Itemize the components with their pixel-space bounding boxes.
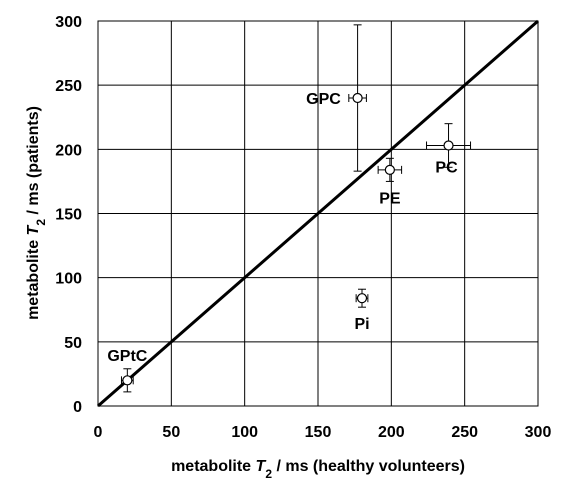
y-axis-title: metabolite T2 / ms (patients) bbox=[25, 106, 48, 320]
point-label: Pi bbox=[354, 316, 369, 333]
data-point-pc: PC bbox=[426, 123, 472, 176]
data-point-gpc: GPC bbox=[306, 24, 367, 172]
x-tick-label: 250 bbox=[451, 424, 478, 441]
y-tick-label: 300 bbox=[55, 14, 82, 31]
point-marker bbox=[352, 92, 363, 104]
x-tick-label: 0 bbox=[94, 424, 103, 441]
y-axis-title-symbol: T bbox=[25, 224, 42, 235]
x-axis-title-subscript: 2 bbox=[265, 467, 272, 481]
point-label: GPC bbox=[306, 91, 341, 108]
y-axis-title-suffix: / ms (patients) bbox=[25, 106, 42, 219]
x-tick-label: 300 bbox=[525, 424, 552, 441]
point-marker bbox=[443, 140, 454, 151]
plot-frame bbox=[97, 20, 539, 407]
data-point-pe: PE bbox=[377, 157, 403, 207]
x-axis-title: metabolite T2 / ms (healthy volunteers) bbox=[171, 458, 465, 481]
y-axis-title-prefix: metabolite bbox=[25, 235, 42, 319]
x-axis-title-prefix: metabolite bbox=[171, 458, 255, 475]
x-tick-label: 200 bbox=[378, 424, 405, 441]
point-label: PE bbox=[379, 190, 401, 207]
y-axis-title-subscript: 2 bbox=[34, 219, 48, 226]
x-tick-labels: 0 50 100 150 200 250 300 bbox=[94, 424, 552, 441]
y-tick-label: 50 bbox=[64, 335, 82, 352]
x-tick-label: 50 bbox=[162, 424, 180, 441]
x-axis-title-suffix: / ms (healthy volunteers) bbox=[272, 458, 465, 475]
y-tick-label: 150 bbox=[55, 207, 82, 224]
point-marker bbox=[122, 375, 133, 386]
y-tick-label: 100 bbox=[55, 271, 82, 288]
y-tick-labels: 0 50 100 150 200 250 300 bbox=[55, 14, 82, 416]
point-marker bbox=[356, 293, 368, 304]
point-label: PC bbox=[435, 159, 458, 176]
y-tick-label: 0 bbox=[73, 399, 82, 416]
y-tick-label: 250 bbox=[55, 78, 82, 95]
x-axis-title-symbol: T bbox=[256, 458, 267, 475]
x-tick-label: 100 bbox=[231, 424, 258, 441]
data-point-pi: Pi bbox=[354, 288, 370, 333]
x-tick-label: 150 bbox=[305, 424, 332, 441]
point-label: GPtC bbox=[107, 348, 147, 365]
y-tick-label: 200 bbox=[55, 142, 82, 159]
data-point-gptc: GPtC bbox=[107, 348, 148, 393]
data-points: GPtC Pi PE PC GPC bbox=[107, 24, 472, 393]
identity-line bbox=[97, 19, 539, 408]
point-marker bbox=[384, 164, 395, 175]
